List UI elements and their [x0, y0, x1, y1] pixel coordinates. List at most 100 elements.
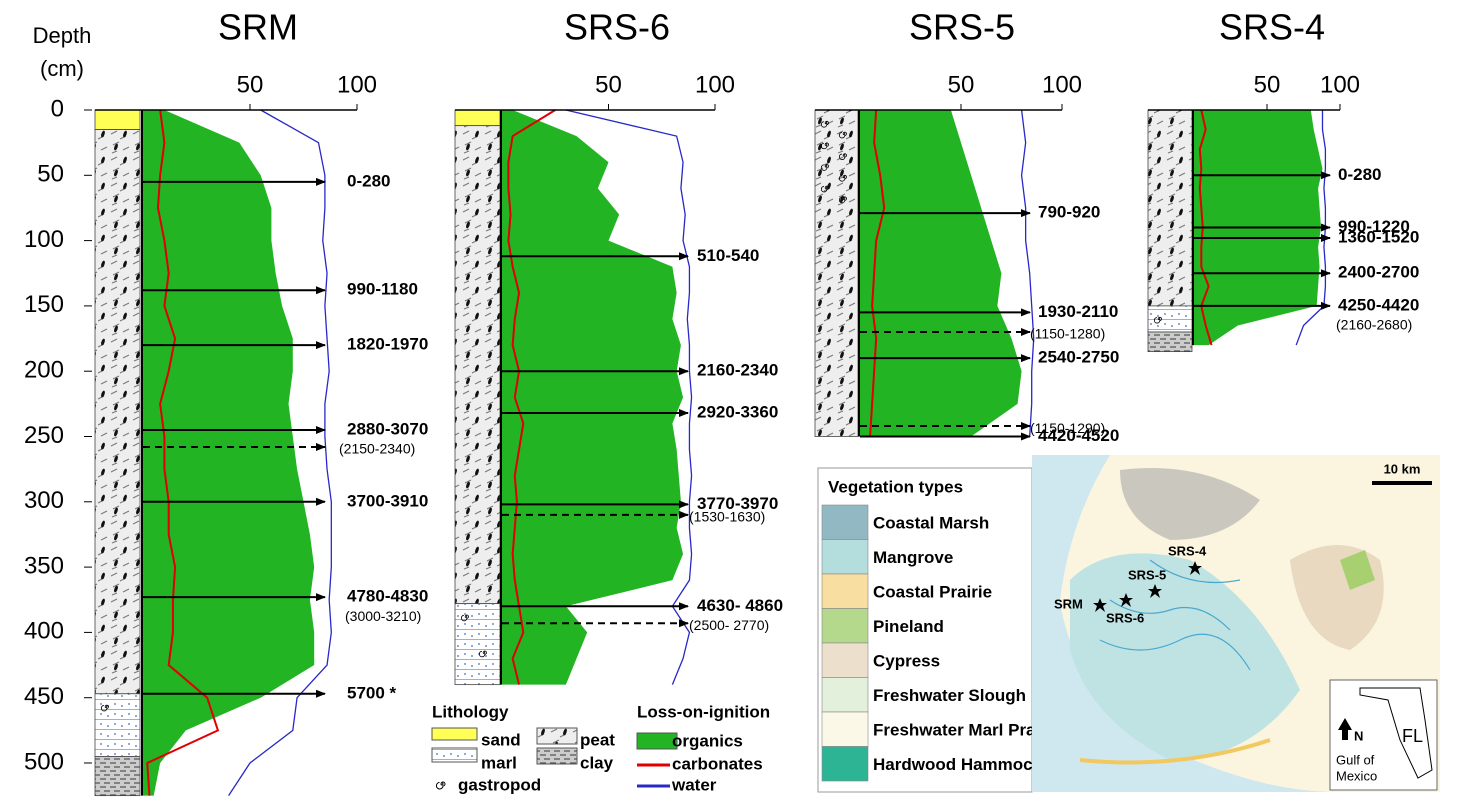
y-tick-label: 250: [24, 422, 64, 449]
lithology-unit: [454, 125, 501, 605]
x-tick-label: 50: [595, 71, 622, 98]
age-label: 1930-2110: [1038, 302, 1118, 321]
age-label: 3700-3910: [347, 491, 428, 510]
lithology-unit: [94, 109, 141, 130]
lithology-unit: [814, 109, 859, 437]
depth-title: Depth: [33, 23, 92, 48]
pineland: [1340, 550, 1375, 590]
x-tick-label: 50: [948, 71, 975, 98]
sand-swatch: [431, 727, 478, 741]
vegetation-swatch: [821, 573, 869, 609]
coastal-prairie: [1079, 738, 1271, 765]
core-panel: SRS-5 50 100 790-920 1930-2110 (1150-1280) 254…: [814, 7, 1119, 445]
scale-label: 10 km: [1384, 461, 1421, 476]
legend-label: peat: [580, 730, 615, 749]
age-label: 790-920: [1038, 203, 1100, 222]
water-line: [1020, 109, 1035, 437]
creeks: [1099, 559, 1251, 671]
age-label: 0-280: [1338, 165, 1381, 184]
legend-title: Loss-on-ignition: [637, 702, 770, 721]
legend: Lithology sand marl gastropod peat clay …: [431, 702, 770, 794]
core-title: SRM: [218, 7, 298, 48]
site-label: SRS-6: [1106, 610, 1144, 625]
gulf-label: Mexico: [1336, 768, 1377, 783]
core-title: SRS-4: [1219, 7, 1325, 48]
site-label: SRM: [1054, 596, 1083, 611]
lithology-unit: [454, 109, 501, 127]
core-title: SRS-5: [909, 7, 1015, 48]
legend-label: water: [671, 775, 717, 794]
age-label: 1820-1970: [347, 335, 428, 354]
vegetation-label: Coastal Marsh: [873, 513, 989, 532]
vegetation-label: Coastal Prairie: [873, 582, 992, 601]
organics-swatch: [636, 732, 678, 750]
carbonates-line: [507, 109, 556, 685]
age-label: 2160-2340: [697, 361, 778, 380]
age-label: 5700 *: [347, 683, 397, 702]
site-star: [1119, 593, 1133, 607]
core-title: SRS-6: [564, 7, 670, 48]
legend-label: carbonates: [672, 754, 763, 773]
y-tick-label: 450: [24, 683, 64, 710]
x-tick-label: 100: [1320, 71, 1360, 98]
calibrated-age: (1150-1290): [1030, 420, 1105, 436]
north-label: N: [1354, 728, 1363, 743]
clay-swatch: [536, 747, 578, 765]
x-tick-label: 100: [1042, 71, 1082, 98]
calibrated-age: (3000-3210): [345, 608, 421, 624]
vegetation-label: Hardwood Hammock: [873, 755, 1043, 774]
y-tick-label: 150: [24, 291, 64, 318]
y-tick-label: 350: [24, 552, 64, 579]
lithology-unit: [94, 129, 141, 695]
y-tick-label: 50: [37, 161, 64, 188]
age-label: 2880-3070: [347, 419, 428, 438]
calibrated-age: (2160-2680): [1336, 317, 1412, 333]
age-label: 4630- 4860: [697, 596, 783, 615]
organics-area: [860, 110, 1022, 437]
lithology-unit: [1147, 109, 1193, 307]
lithology-unit: [454, 603, 501, 686]
vegetation-swatch: [821, 711, 869, 747]
age-label: 990-1220: [1338, 217, 1410, 236]
x-tick-label: 50: [1254, 71, 1281, 98]
organics-area: [502, 110, 684, 685]
age-label: 4780-4830: [347, 587, 428, 606]
age-label: 990-1180: [347, 280, 418, 299]
vegetation-swatch: [821, 677, 869, 713]
y-tick-label: 200: [24, 357, 64, 384]
slough: [1120, 468, 1260, 540]
calibrated-age: (1150-1280): [1030, 326, 1105, 342]
vegetation-label: Mangrove: [873, 548, 953, 567]
y-tick-label: 500: [24, 748, 64, 775]
age-label: 2920-3360: [697, 402, 778, 421]
lithology-unit: [94, 756, 141, 797]
vegetation-swatch: [821, 642, 869, 678]
vegetation-swatch: [821, 746, 869, 782]
legend-label: marl: [481, 753, 517, 772]
mangrove: [1070, 553, 1300, 760]
florida-outline: [1359, 687, 1433, 779]
depth-unit: (cm): [40, 56, 84, 81]
carbonates-line: [146, 109, 220, 796]
age-label: 510-540: [697, 246, 759, 265]
calibrated-age: (1530-1630): [689, 509, 765, 525]
carbonates-line: [869, 109, 886, 437]
core-panel: SRS-6 50 100 510-540 2160-2340 2920-3360 3770-…: [454, 7, 783, 686]
vegetation-label: Pineland: [873, 617, 944, 636]
x-tick-label: 50: [237, 71, 264, 98]
core-panel: SRM 50 100 0-280 990-1180 1820-1970 2880-3070 (…: [94, 7, 428, 797]
legend-label: gastropod: [458, 775, 541, 794]
y-tick-label: 400: [24, 618, 64, 645]
age-label: 1360-1520: [1338, 227, 1419, 246]
calibrated-age: (2150-2340): [339, 441, 415, 457]
legend-label: organics: [672, 731, 743, 750]
y-tick-label: 0: [51, 95, 64, 122]
vegetation-legend: Vegetation types Coastal Marsh Mangrove Co…: [817, 467, 1061, 793]
site-star: [1148, 584, 1162, 598]
age-label: 4420-4520: [1038, 426, 1119, 445]
y-tick-label: 100: [24, 226, 64, 253]
site-star: [1093, 598, 1107, 612]
